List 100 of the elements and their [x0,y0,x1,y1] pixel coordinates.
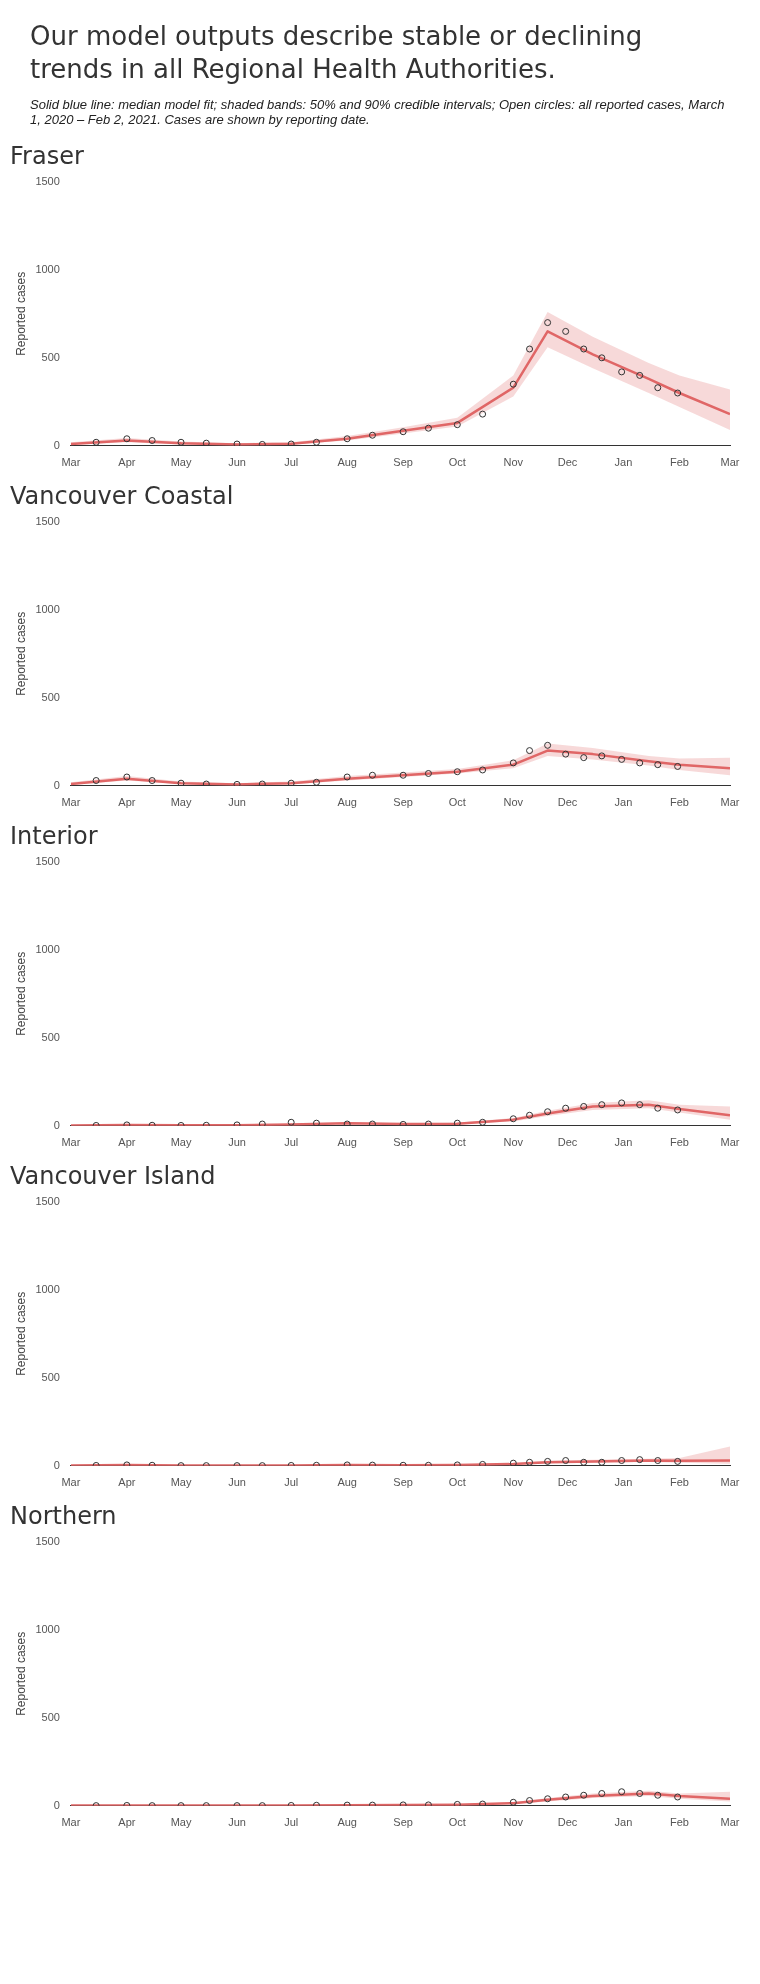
x-tick-label: Mar [720,456,740,469]
y-axis-title: Reported cases [13,611,28,696]
y-tick-label: 1500 [35,174,60,187]
x-tick-label: Apr [118,1136,136,1149]
x-tick-label: Nov [503,1476,524,1489]
y-axis-title: Reported cases [13,951,28,1036]
x-tick-label: Mar [61,456,81,469]
x-tick-label: Dec [557,1136,578,1149]
x-tick-label: Jul [284,796,299,809]
point [312,438,320,446]
x-tick-label: Feb [669,1816,689,1829]
y-tick-label: 1000 [35,1282,60,1295]
x-tick-label: Feb [669,456,689,469]
y-tick-label: 0 [53,778,60,791]
y-tick-label: 1000 [35,942,60,955]
x-tick-label: Oct [448,1136,466,1149]
x-tick-label: Jan [614,456,633,469]
x-tick-label: Dec [557,456,578,469]
y-axis-title: Reported cases [13,271,28,356]
x-tick-label: Jan [614,1816,633,1829]
x-tick-label: Sep [393,1476,413,1489]
point [399,428,407,436]
x-tick-label: Mar [720,796,740,809]
x-tick-label: Aug [337,1816,357,1829]
x-tick-label: Nov [503,1136,524,1149]
point [177,438,185,446]
x-tick-label: Sep [393,796,413,809]
point [343,435,351,443]
x-tick-label: Dec [557,1476,578,1489]
point [424,424,432,432]
chart-title: Interior [10,821,98,850]
x-tick-label: Aug [337,1476,357,1489]
x-tick-label: Mar [61,1476,81,1489]
point [562,327,570,335]
point [674,389,682,397]
x-tick-label: Apr [118,456,136,469]
y-tick-label: 0 [53,1798,60,1811]
point [92,438,100,446]
y-tick-label: 1500 [35,514,60,527]
y-tick-label: 500 [41,1030,60,1043]
x-tick-label: Sep [393,456,413,469]
y-tick-label: 1500 [35,1534,60,1547]
chart-title: Fraser [10,141,84,170]
x-tick-label: May [170,1136,192,1149]
point [368,431,376,439]
x-tick-label: Apr [118,1476,136,1489]
x-tick-label: Dec [557,796,578,809]
point [479,410,487,418]
y-tick-label: 500 [41,690,60,703]
x-tick-label: Jan [614,1476,633,1489]
point [526,345,534,353]
x-tick-label: Oct [448,796,466,809]
point [258,440,266,446]
x-tick-label: Apr [118,1816,136,1829]
x-tick-label: Sep [393,1136,413,1149]
y-tick-label: 500 [41,350,60,363]
point [123,435,131,443]
x-tick-label: Mar [61,796,81,809]
x-tick-label: May [170,796,192,809]
x-tick-label: May [170,1476,192,1489]
x-tick-label: Nov [503,796,524,809]
x-tick-label: Feb [669,1476,689,1489]
x-tick-label: Feb [669,1136,689,1149]
y-tick-label: 1000 [35,262,60,275]
y-axis-title: Reported cases [13,1291,28,1376]
x-tick-label: Sep [393,1816,413,1829]
point [202,439,210,446]
point [618,368,626,376]
chart-title: Vancouver Coastal [10,481,234,510]
x-tick-label: Mar [61,1136,81,1149]
x-tick-label: May [170,1816,192,1829]
y-tick-label: 1500 [35,1194,60,1207]
x-tick-label: Jun [228,456,246,469]
x-tick-label: Aug [337,456,357,469]
y-tick-label: 500 [41,1370,60,1383]
point [654,384,662,392]
x-tick-label: Aug [337,1136,357,1149]
chart-title: Northern [10,1501,117,1530]
x-tick-label: Apr [118,796,136,809]
x-tick-label: Mar [720,1476,740,1489]
x-tick-label: Jul [284,1816,299,1829]
x-tick-label: Jul [284,1476,299,1489]
point [544,319,552,327]
x-tick-label: Jun [228,1476,246,1489]
y-tick-label: 500 [41,1710,60,1723]
x-tick-label: Jul [284,456,299,469]
y-axis-title: Reported cases [13,1631,28,1716]
x-tick-label: Jun [228,1136,246,1149]
y-tick-label: 1000 [35,602,60,615]
point [233,440,241,446]
point [598,354,606,362]
x-tick-label: Jan [614,1136,633,1149]
x-tick-label: Oct [448,1476,466,1489]
point [148,437,156,445]
x-tick-label: Mar [720,1816,740,1829]
x-tick-label: Jun [228,1816,246,1829]
text: Solid blue line: median model fit; shaded bands: 50% and 90% credible intervals; Open circles: all reported cases, March 1, 2020 – Feb 2, 2021. Cases are shown by reporting date. [30,97,726,127]
text: Our model outputs describe stable or declining trends in all Regional Health Authorities. [30,20,644,85]
x-tick-label: Aug [337,796,357,809]
x-tick-label: Jan [614,796,633,809]
